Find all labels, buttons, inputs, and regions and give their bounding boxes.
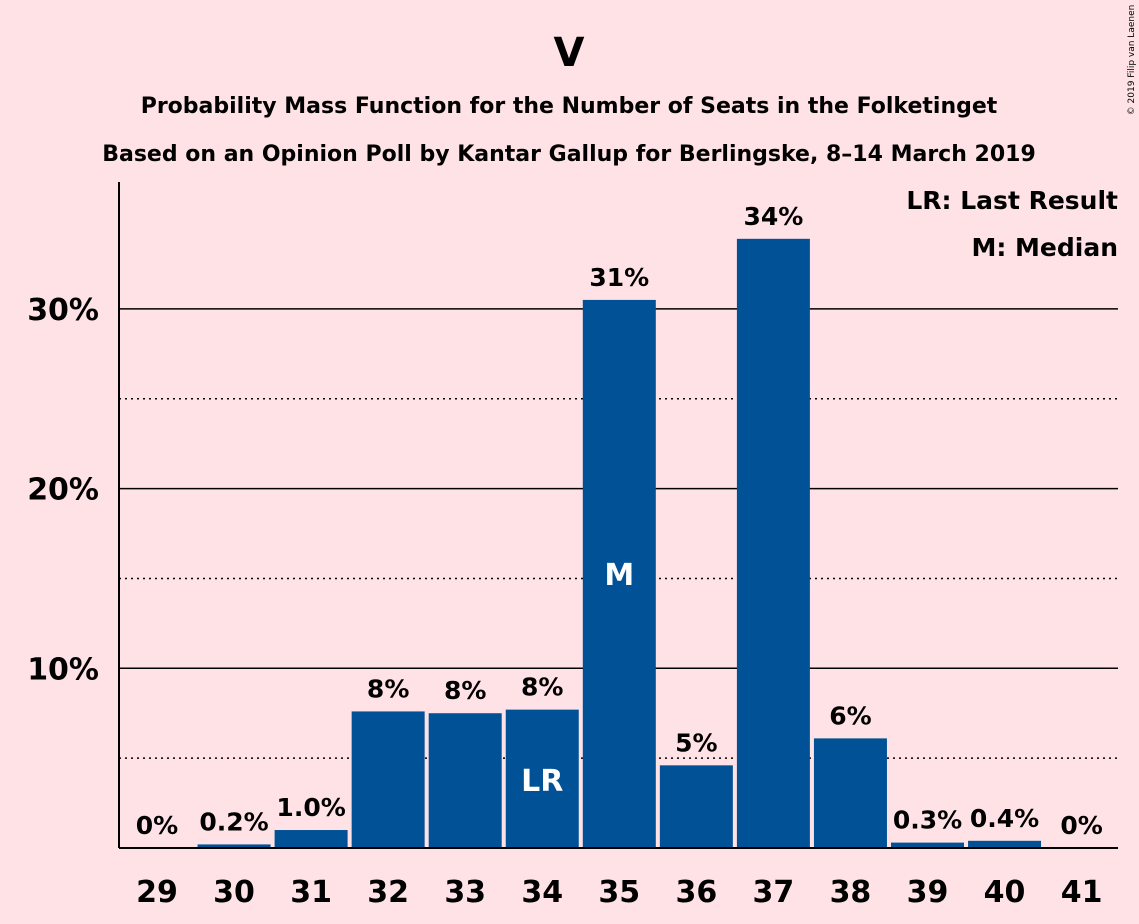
- bar-38: [813, 738, 887, 848]
- bar-37: [736, 238, 810, 848]
- bar-35: [582, 299, 656, 848]
- x-tick-label: 40: [984, 875, 1026, 910]
- bar-40: [968, 840, 1042, 848]
- chart-subtitle-2: Based on an Opinion Poll by Kantar Gallu…: [102, 142, 1036, 167]
- bar-36: [659, 765, 733, 848]
- bar-33: [428, 713, 502, 848]
- marker-m: M: [604, 558, 634, 593]
- bar-31: [274, 830, 348, 848]
- x-tick-label: 41: [1061, 875, 1103, 910]
- data-label-34: 8%: [521, 673, 563, 702]
- x-tick-label: 31: [290, 875, 332, 910]
- labels: 0% 29 0.2% 30 1.0% 31 8% 32 8% 33 8% 34 31% 35 5% 36 34%…: [136, 202, 1103, 910]
- bar-32: [351, 711, 425, 848]
- bar-34: [505, 709, 579, 848]
- data-label-31: 1.0%: [276, 793, 345, 822]
- x-tick-label: 29: [136, 875, 178, 910]
- bar-39: [891, 842, 964, 848]
- marker-lr: LR: [521, 764, 563, 799]
- data-label-41: 0%: [1060, 811, 1102, 840]
- data-label-40: 0.4%: [970, 804, 1039, 833]
- data-label-30: 0.2%: [199, 807, 268, 836]
- legend-median: M: Median: [971, 233, 1118, 262]
- copyright: © 2019 Filip van Laenen: [1127, 5, 1137, 116]
- x-tick-label: 36: [675, 875, 717, 910]
- data-label-37: 34%: [743, 202, 803, 231]
- y-tick-label: 20%: [27, 473, 99, 508]
- chart-subtitle: Probability Mass Function for the Number…: [141, 94, 998, 119]
- x-tick-label: 37: [753, 875, 795, 910]
- data-label-33: 8%: [444, 676, 486, 705]
- y-tick-label: 30%: [27, 293, 99, 328]
- legend-last-result: LR: Last Result: [906, 186, 1118, 215]
- x-tick-label: 34: [521, 875, 563, 910]
- x-tick-label: 38: [830, 875, 872, 910]
- x-tick-label: 30: [213, 875, 255, 910]
- data-label-39: 0.3%: [893, 806, 962, 835]
- bar-30: [197, 844, 271, 848]
- chart-title: V: [554, 30, 585, 76]
- data-label-29: 0%: [136, 811, 178, 840]
- x-tick-label: 32: [367, 875, 409, 910]
- x-tick-label: 33: [444, 875, 486, 910]
- data-label-38: 6%: [829, 701, 871, 730]
- data-label-35: 31%: [589, 263, 649, 292]
- y-tick-label: 10%: [27, 652, 99, 687]
- data-label-32: 8%: [367, 674, 409, 703]
- axes: 10% 20% 30%: [27, 182, 1118, 849]
- x-tick-label: 39: [907, 875, 949, 910]
- bars: [197, 238, 1042, 848]
- x-tick-label: 35: [598, 875, 640, 910]
- data-label-36: 5%: [675, 728, 717, 757]
